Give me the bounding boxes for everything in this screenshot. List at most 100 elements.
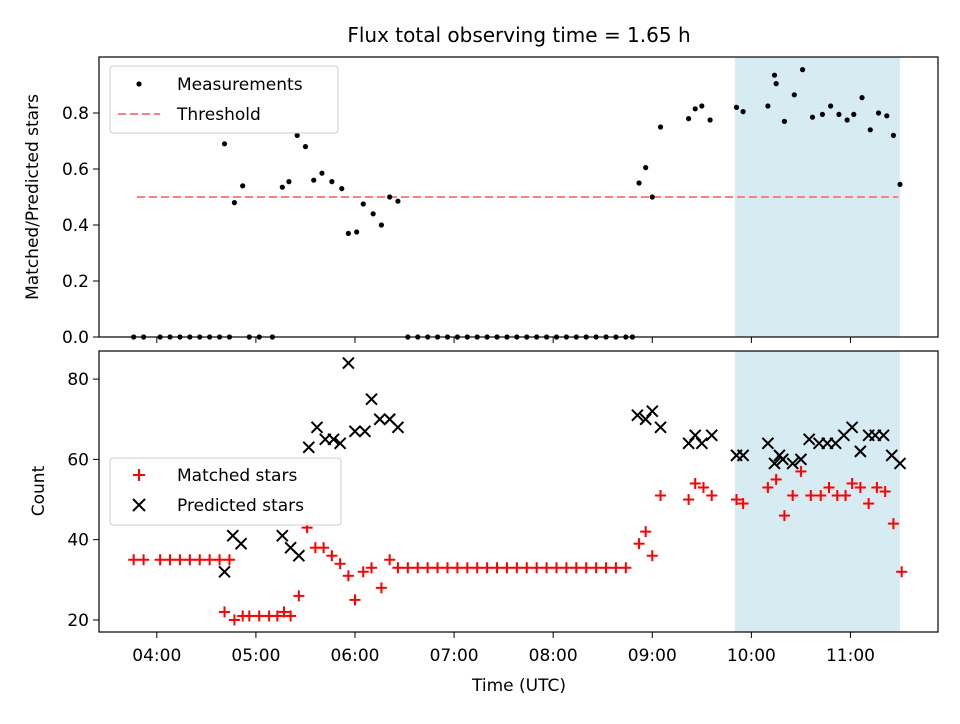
chart-title: Flux total observing time = 1.65 h: [347, 23, 690, 47]
matched-star-point: [871, 481, 883, 493]
bottom-y-axis: 20 40 60 80: [67, 370, 99, 631]
predicted-star-point: [689, 429, 702, 442]
y-tick-label: 60: [67, 450, 89, 470]
bottom-panel: 20 40 60 80 04:00 05:00 06:00 07:00 08:00 09:00 1…: [29, 350, 939, 696]
measurement-point: [809, 114, 816, 120]
x-tick-label: 11:00: [826, 646, 875, 666]
measurement-point: [707, 117, 713, 123]
legend-measurements-label: Measurements: [177, 75, 303, 95]
predicted-star-point: [639, 413, 652, 426]
legend-predicted-marker: [132, 498, 146, 512]
bottom-plot-frame: [98, 350, 939, 633]
predicted-star-point: [682, 437, 695, 450]
predicted-star-point: [234, 537, 248, 550]
matched-star-point: [697, 481, 709, 493]
measurement-point: [799, 67, 806, 73]
matched-star-point: [511, 562, 523, 574]
top-x-axis: [156, 337, 851, 343]
x-tick-label: 09:00: [628, 646, 677, 666]
measurement-point: [345, 230, 351, 236]
legend-predicted-label: Predicted stars: [177, 496, 304, 516]
predicted-star-point: [373, 413, 386, 426]
matched-star-point: [550, 562, 562, 574]
measurement-point: [657, 124, 664, 130]
matched-star-point: [570, 562, 582, 574]
matched-star-point: [823, 481, 835, 493]
matched-star-point: [731, 494, 743, 506]
matched-star-point: [154, 554, 166, 566]
predicted-star-point: [802, 433, 816, 446]
matched-star-point: [285, 610, 297, 622]
measurement-point: [733, 104, 740, 110]
predicted-star-point: [218, 565, 231, 578]
measurement-point: [636, 180, 642, 186]
matched-star-point: [392, 562, 404, 574]
matched-star-point: [223, 554, 235, 566]
matched-star-point: [326, 550, 338, 562]
matched-star-point: [541, 562, 553, 574]
measurement-point: [781, 118, 788, 124]
measurement-point: [294, 132, 300, 138]
measurement-point: [370, 211, 376, 217]
matched-star-point: [640, 526, 652, 538]
x-axis-label: Time (UTC): [471, 676, 566, 696]
matched-star-point: [600, 562, 612, 574]
matched-star-point: [778, 510, 790, 522]
matched-star-point: [375, 582, 387, 594]
measurement-point: [699, 103, 705, 109]
y-tick-label: 0.8: [62, 104, 89, 124]
matched-star-point: [342, 570, 354, 582]
matched-star-point: [451, 562, 463, 574]
matched-star-point: [846, 477, 858, 489]
matched-star-point: [318, 542, 330, 554]
measurement-point: [311, 177, 317, 183]
x-tick-label: 06:00: [330, 646, 379, 666]
measurement-point: [740, 109, 746, 115]
measurement-point: [686, 116, 692, 122]
x-tick-label: 04:00: [132, 646, 181, 666]
matched-star-point: [787, 490, 799, 502]
bottom-x-axis: 04:00 05:00 06:00 07:00 08:00 09:00 10:00 11:00: [132, 632, 875, 666]
predicted-star-point: [365, 392, 378, 406]
measurement-point: [859, 95, 865, 101]
matched-star-point: [633, 538, 645, 550]
predicted-star-point: [391, 421, 405, 434]
matched-star-point: [334, 558, 346, 570]
predicted-star-point: [761, 437, 775, 450]
measurement-point: [360, 201, 366, 207]
measurement-point: [221, 141, 228, 147]
matched-star-point: [896, 566, 908, 578]
matched-star-point: [795, 465, 807, 477]
matched-star-point: [164, 554, 176, 566]
matched-star-point: [501, 562, 513, 574]
matched-star-point: [366, 562, 378, 574]
matched-star-point: [471, 562, 483, 574]
measurement-point: [279, 184, 285, 190]
predicted-star-point: [845, 421, 859, 434]
matched-star-point: [219, 606, 231, 618]
measurement-point: [339, 186, 345, 192]
bottom-legend-box: [109, 457, 342, 526]
legend-matched-label: Matched stars: [177, 466, 297, 486]
matched-star-point: [531, 562, 543, 574]
predicted-star-point: [310, 421, 324, 434]
predicted-star-point: [776, 453, 789, 466]
matched-star-point: [805, 490, 817, 502]
x-tick-label: 07:00: [430, 646, 479, 666]
measurement-point: [875, 110, 882, 116]
matched-star-point: [481, 562, 493, 574]
predicted-star-point: [768, 457, 781, 470]
measurement-point: [844, 117, 850, 123]
matched-star-point: [357, 566, 369, 578]
measurement-point: [395, 198, 401, 204]
predicted-star-point: [794, 453, 808, 466]
matched-star-point: [646, 550, 658, 562]
matched-star-point: [432, 562, 444, 574]
matched-star-point: [590, 562, 602, 574]
matched-star-point: [422, 562, 434, 574]
legend-matched-marker: [133, 469, 145, 481]
predicted-star-point: [877, 429, 890, 442]
predicted-star-point: [646, 405, 659, 418]
matched-star-point: [815, 490, 827, 502]
